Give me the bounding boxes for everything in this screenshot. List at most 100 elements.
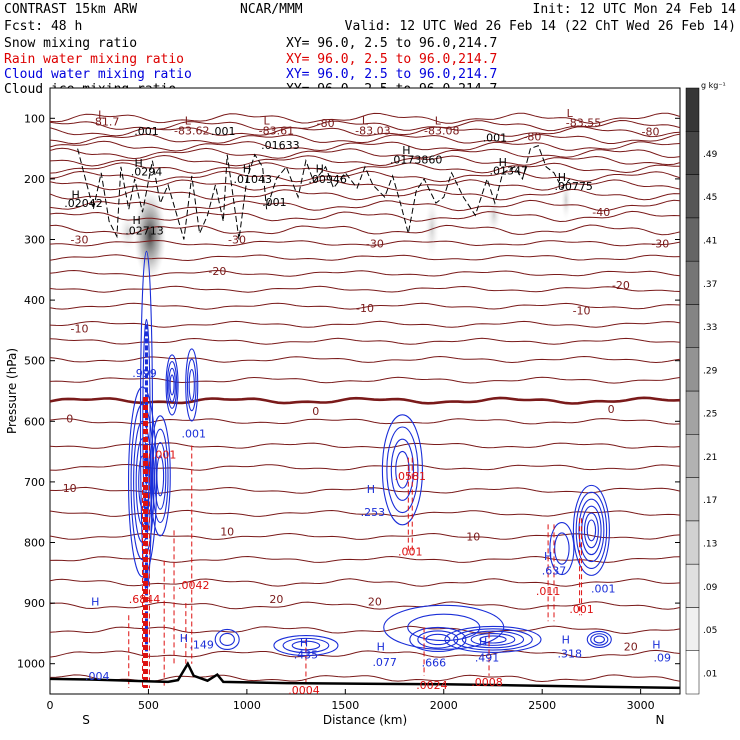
extremum-label: H [91, 595, 99, 608]
extremum-label: .0581 [395, 470, 427, 483]
cloud-water-contour [154, 441, 167, 510]
cloud-water-contour [583, 512, 599, 549]
cloud-water-contour [479, 635, 507, 644]
isotherm-label: -20 [612, 279, 630, 292]
extremum-label: H [180, 632, 188, 645]
extremum-label: .0004 [288, 684, 320, 697]
extremum-label: .318 [558, 647, 583, 660]
extremum-label: .0024 [416, 679, 448, 692]
cloud-water-contour [169, 374, 175, 396]
extremum-label: H [479, 635, 487, 648]
isotherm-line [50, 355, 680, 364]
extremum-label: .0173860 [390, 154, 443, 167]
y-tick-label: 900 [24, 597, 45, 610]
colorbar-swatch [685, 520, 700, 565]
cloud-water-contour [549, 522, 575, 576]
isotherm-line [50, 302, 680, 310]
cloud-water-contour [586, 630, 612, 649]
extremum-label: .253 [361, 506, 386, 519]
isotherm-line [50, 337, 680, 345]
colorbar-label: .41 [703, 237, 717, 247]
cloud-ice-contours [77, 144, 571, 240]
isotherm-label: 0 [608, 403, 615, 416]
isotherm-line [50, 285, 680, 293]
isotherm-line [50, 239, 680, 247]
cloud-water-contour [156, 455, 165, 497]
y-tick-label: 600 [24, 415, 45, 428]
extremum-label: .435 [294, 649, 319, 662]
colorbar-swatch [685, 87, 700, 132]
cloud-water-contour [593, 635, 605, 644]
isotherm-label: -30 [228, 234, 246, 247]
extremum-label: .0294 [131, 166, 163, 179]
isotherm-label: -10 [71, 323, 89, 336]
colorbar-label: .17 [703, 496, 717, 506]
y-tick-label: 500 [24, 355, 45, 368]
extremum-label: H [562, 633, 570, 646]
x-axis-south-label: S [82, 713, 90, 727]
y-tick-label: 300 [24, 234, 45, 247]
extremum-label: H [367, 483, 375, 496]
extremum-label: H [652, 638, 660, 651]
field-snow-label: Snow mixing ratio [4, 36, 137, 51]
colorbar-label: .29 [703, 366, 718, 376]
isotherm-line [50, 396, 680, 405]
isotherm-line [50, 179, 680, 191]
isotherm-label: 0 [312, 405, 319, 418]
field-cloudwater-xy: XY= 96.0, 2.5 to 96.0,214.7 [286, 67, 497, 82]
extremum-label: .001 [181, 427, 206, 440]
extremum-label: H [134, 157, 142, 170]
cloud-water-contour [461, 630, 525, 649]
extremum-label: .001 [398, 546, 423, 559]
extremum-label: .0008 [471, 676, 503, 689]
cloud-water-contour [214, 628, 240, 651]
cloud-water-contour [383, 604, 505, 650]
colorbar: .01 .05 .09 .13 .17 .21 .25 .29 .33 .37 .41 .45 .49 g… [685, 81, 726, 695]
extremum-label: -83.62 [174, 124, 209, 137]
extremum-label: .01347 [489, 164, 528, 177]
extremum-label: H [300, 636, 308, 649]
isotherm-line [50, 147, 680, 160]
valid-time: Valid: 12 UTC Wed 26 Feb 14 (22 ChT Wed … [345, 19, 736, 34]
isotherm-line [50, 199, 680, 212]
cloud-water-contour [453, 628, 533, 651]
colorbar-label: .05 [703, 626, 717, 636]
model-title: CONTRAST 15km ARW [4, 2, 137, 17]
extremum-label: H [71, 189, 79, 202]
extremum-label: .001 [591, 583, 616, 596]
cloud-water-contour [151, 428, 169, 524]
extremum-label: L [435, 115, 442, 128]
cloud-ice-contour [77, 144, 571, 240]
extremum-label: .001 [134, 125, 159, 138]
extremum-label: .004 [85, 670, 110, 683]
isotherm-line [50, 126, 680, 138]
isotherm-label: 10 [220, 526, 234, 539]
colorbar-label: .37 [703, 280, 717, 290]
isotherm-line [50, 154, 680, 167]
extremum-label: .011 [536, 585, 561, 598]
colorbar-label: .13 [703, 540, 717, 550]
extremum-label: .6844 [129, 593, 161, 606]
snow-shade-b [425, 198, 439, 258]
y-tick-label: 100 [24, 112, 45, 125]
extremum-label: L [567, 107, 574, 120]
colorbar-label: .49 [703, 150, 718, 160]
extremum-label: .00775 [554, 180, 593, 193]
colorbar-label: .33 [703, 323, 717, 333]
colorbar-swatch [685, 434, 700, 478]
isotherm-label: 20 [269, 593, 283, 606]
x-axis-title: Distance (km) [323, 713, 407, 727]
extremum-label: .999 [132, 367, 157, 380]
extremum-label: H [316, 163, 324, 176]
isotherm-line [50, 601, 680, 610]
extremum-label: H [499, 156, 507, 169]
isotherm-label: -30 [71, 234, 89, 247]
cloud-water-contour [407, 613, 481, 642]
field-rain-label: Rain water mixing ratio [4, 52, 184, 67]
isotherm-label: -20 [208, 265, 226, 278]
colorbar-swatch [685, 304, 700, 348]
cloud-water-contour [409, 626, 467, 653]
isotherm-label: -30 [651, 238, 669, 251]
isotherm-line [50, 224, 680, 236]
